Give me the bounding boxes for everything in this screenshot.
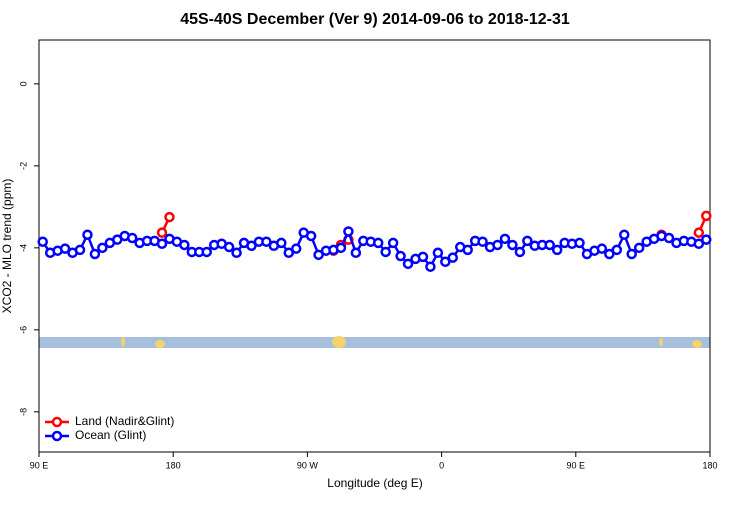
y-tick-label: 0 xyxy=(18,81,28,86)
y-axis-label: XCO2 - MLO trend (ppm) xyxy=(0,179,14,314)
surface-strip xyxy=(39,337,710,348)
data-point xyxy=(261,236,272,247)
plot-frame xyxy=(38,39,711,453)
x-axis-label: Longitude (deg E) xyxy=(327,476,422,490)
data-point xyxy=(290,243,302,254)
data-point xyxy=(440,256,451,268)
data-point xyxy=(693,227,705,238)
data-point xyxy=(350,247,362,259)
data-point xyxy=(514,246,526,258)
x-tick-label: 90 E xyxy=(30,460,49,470)
y-tick-label: -6 xyxy=(18,326,28,334)
data-point xyxy=(402,258,414,270)
data-point xyxy=(201,246,212,258)
data-point xyxy=(372,237,384,249)
data-point xyxy=(156,227,168,238)
data-point xyxy=(499,233,511,245)
data-point xyxy=(611,244,623,256)
data-point xyxy=(164,211,175,223)
data-point xyxy=(432,247,444,259)
data-point xyxy=(447,252,459,263)
legend-marker xyxy=(51,430,63,442)
data-point xyxy=(283,247,295,259)
data-point xyxy=(544,239,555,251)
data-point xyxy=(126,232,138,244)
data-point xyxy=(343,226,354,237)
data-point xyxy=(82,229,93,240)
y-tick-label: -4 xyxy=(18,244,28,252)
legend-label: Land (Nadir&Glint) xyxy=(75,414,174,428)
y-tick-label: -8 xyxy=(18,408,28,416)
data-point xyxy=(701,234,712,245)
data-point xyxy=(663,232,675,244)
legend-label: Ocean (Glint) xyxy=(75,428,146,442)
data-point xyxy=(313,249,324,261)
data-point xyxy=(89,248,101,260)
data-point xyxy=(37,236,48,247)
data-point xyxy=(604,248,615,260)
data-point xyxy=(387,237,399,249)
x-tick-label: 90 W xyxy=(297,460,319,470)
data-point xyxy=(596,243,608,254)
x-tick-label: 90 E xyxy=(567,460,586,470)
x-tick-label: 180 xyxy=(702,460,717,470)
data-point xyxy=(633,242,645,254)
data-point xyxy=(693,238,705,249)
data-point xyxy=(395,250,406,262)
data-point xyxy=(380,246,391,258)
data-point xyxy=(179,239,190,251)
data-point xyxy=(246,240,257,252)
data-point xyxy=(59,243,71,254)
data-point xyxy=(74,244,86,256)
data-point xyxy=(231,247,242,259)
data-point xyxy=(522,235,533,247)
data-point xyxy=(492,239,503,251)
data-point xyxy=(477,236,488,247)
data-point xyxy=(417,251,429,263)
land-patches xyxy=(121,336,702,348)
data-point xyxy=(626,248,637,260)
data-point xyxy=(223,241,235,253)
data-point xyxy=(425,261,436,272)
data-point xyxy=(305,230,317,242)
x-tick-label: 0 xyxy=(439,460,444,470)
data-point xyxy=(619,229,630,240)
data-point xyxy=(701,210,712,222)
data-point xyxy=(462,244,473,256)
data-point xyxy=(335,242,347,254)
y-tick-label: -2 xyxy=(18,162,28,170)
data-point xyxy=(97,242,108,254)
data-point xyxy=(276,237,287,249)
data-point xyxy=(551,244,563,256)
data-point xyxy=(574,237,585,249)
x-tick-label: 180 xyxy=(166,460,181,470)
data-point xyxy=(507,239,518,251)
legend-marker xyxy=(51,416,63,428)
chart-title: 45S-40S December (Ver 9) 2014-09-06 to 2… xyxy=(180,11,570,28)
data-point xyxy=(156,238,168,249)
